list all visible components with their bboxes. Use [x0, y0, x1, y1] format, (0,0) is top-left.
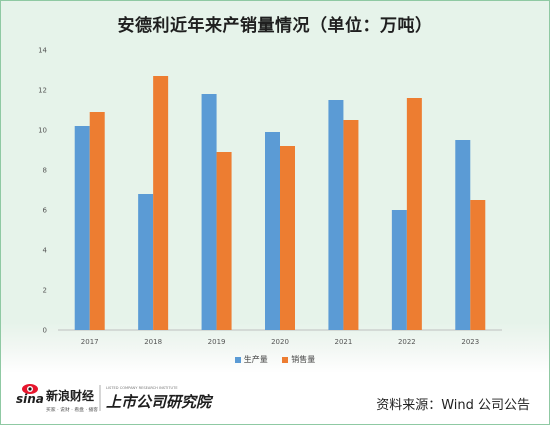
bar-sales-2023 [470, 200, 486, 330]
bars [74, 76, 486, 330]
chart-title: 安德利近年来产销量情况（单位：万吨） [117, 16, 433, 36]
research-institute-en: LISTED COMPANY RESEARCH INSTITUTE [106, 386, 178, 390]
bar-sales-2020 [280, 146, 295, 330]
bar-production-2022 [391, 210, 407, 330]
legend-item-sales: 销售量 [282, 354, 315, 365]
bar-sales-2018 [153, 76, 169, 330]
bar-sales-2019 [216, 152, 232, 330]
y-tick-label: 12 [38, 87, 47, 95]
y-tick-label: 0 [43, 327, 47, 335]
x-tick-label: 2017 [81, 338, 99, 346]
legend: 生产量 销售量 [0, 354, 550, 365]
x-tick-label: 2023 [461, 338, 479, 346]
x-axis-ticks: 2017 2018 2019 2020 2021 2022 2023 [81, 338, 479, 346]
y-tick-label: 4 [43, 247, 48, 255]
x-tick-label: 2021 [335, 338, 353, 346]
research-institute-name: 上市公司研究院 [106, 393, 214, 411]
bar-production-2018 [138, 194, 154, 330]
legend-label-production: 生产量 [243, 355, 268, 364]
bar-production-2020 [265, 132, 280, 330]
bar-sales-2021 [343, 120, 359, 330]
bar-production-2023 [455, 140, 471, 330]
bar-sales-2017 [89, 112, 105, 330]
y-tick-label: 6 [43, 207, 48, 215]
bar-sales-2022 [406, 98, 422, 330]
x-tick-label: 2019 [208, 338, 226, 346]
y-tick-label: 10 [38, 127, 47, 135]
x-tick-label: 2018 [144, 338, 162, 346]
footer-logos: sina 新浪财经 买家 · 说财 · 看盘 · 播客 LISTED COMPA… [16, 381, 216, 417]
legend-swatch-sales [282, 356, 289, 363]
y-tick-label: 14 [38, 47, 47, 55]
y-axis-ticks: 0 2 4 6 8 10 12 14 [38, 47, 47, 335]
data-source: 资料来源：Wind 公司公告 [376, 398, 530, 413]
y-tick-label: 8 [43, 167, 47, 175]
x-tick-label: 2020 [271, 338, 289, 346]
y-tick-label: 2 [43, 287, 47, 295]
legend-item-production: 生产量 [234, 354, 268, 365]
sina-eye-icon [22, 384, 38, 394]
bar-production-2021 [328, 100, 344, 330]
legend-label-sales: 销售量 [291, 355, 316, 364]
bar-production-2019 [201, 94, 217, 330]
x-tick-label: 2022 [398, 338, 416, 346]
sina-brand: sina [16, 392, 44, 406]
sina-finance-name: 新浪财经 [46, 388, 94, 403]
bar-production-2017 [74, 126, 90, 330]
legend-swatch-production [234, 356, 241, 363]
sina-finance-sub: 买家 · 说财 · 看盘 · 播客 [46, 406, 98, 413]
